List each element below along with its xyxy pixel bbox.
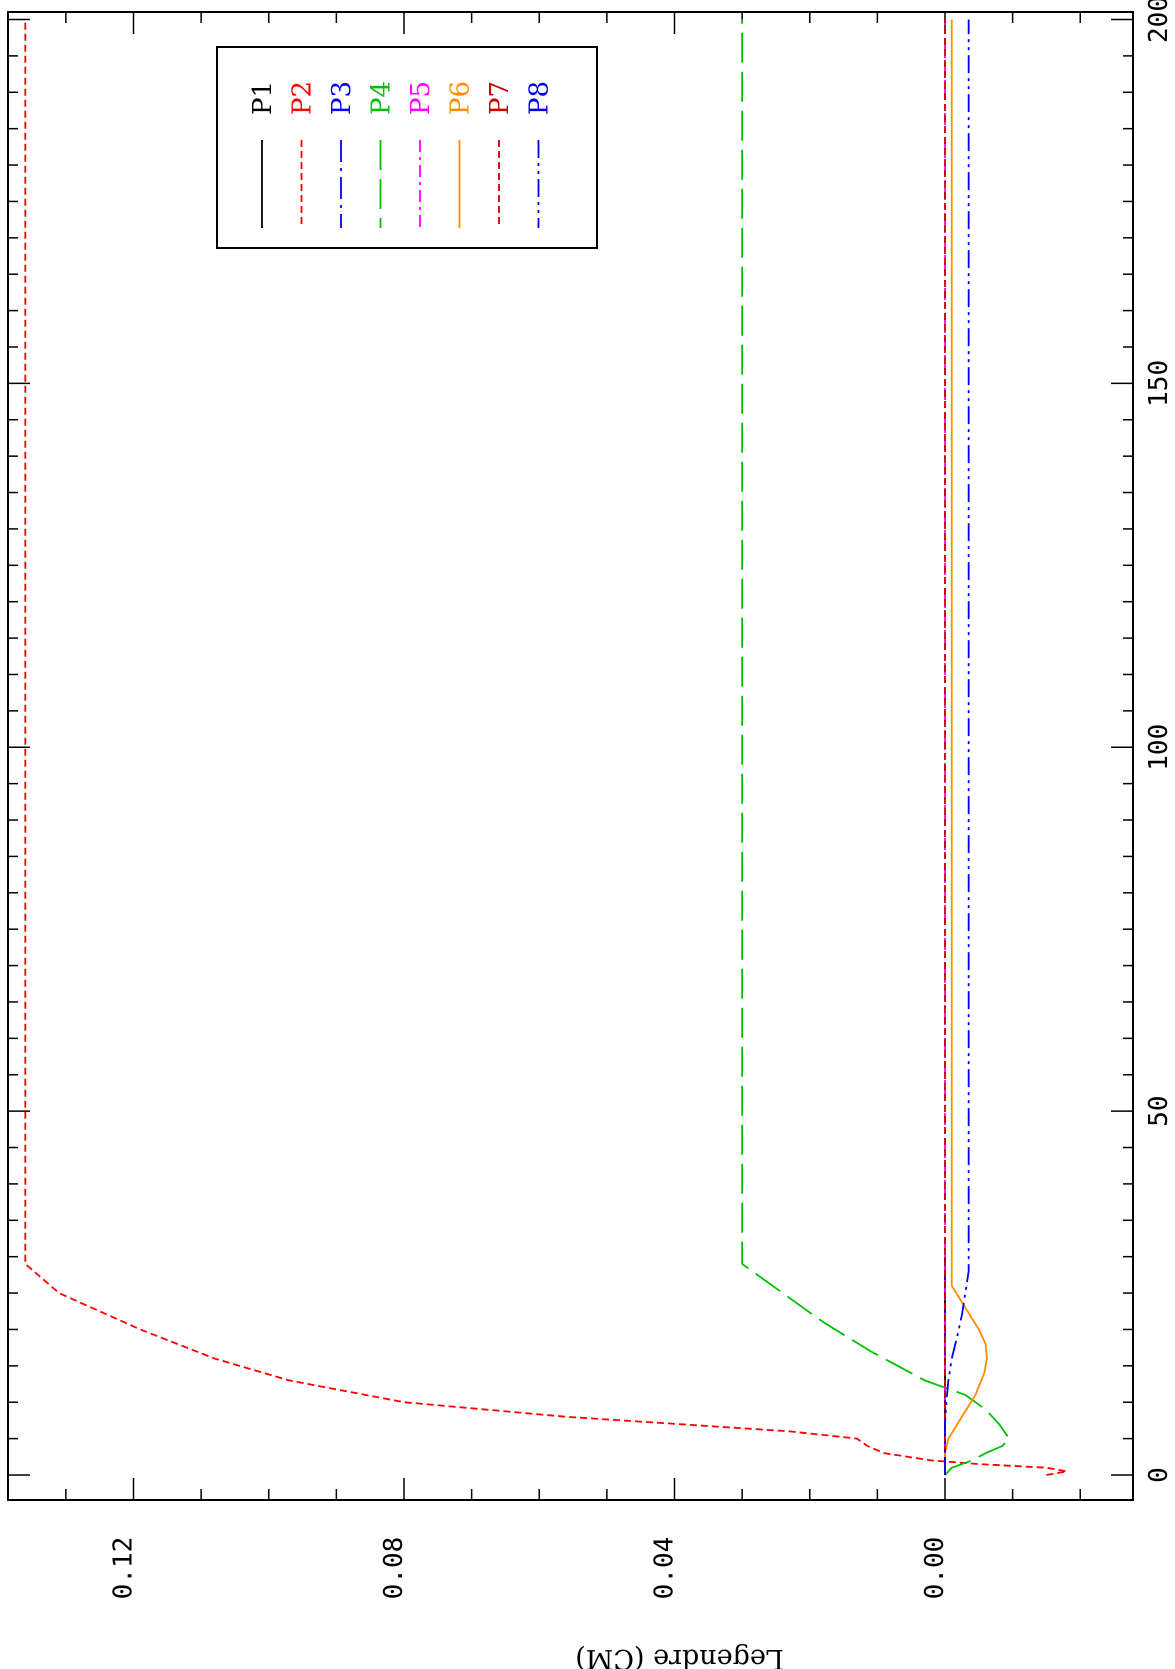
- series-line-p6: [944, 19, 988, 1475]
- legend-label-p3: P3: [327, 81, 357, 115]
- x-tick-label: 0: [1144, 1467, 1174, 1483]
- y-tick-label: 0.00: [920, 1537, 950, 1600]
- legend-box: [216, 46, 598, 249]
- y-tick-label: 0.04: [650, 1537, 680, 1600]
- x-tick-label: 100: [1144, 724, 1174, 771]
- series-lines: [24, 19, 1067, 1476]
- legend-label-p7: P7: [485, 81, 515, 115]
- x-tick-label: 50: [1144, 1095, 1174, 1126]
- x-tick-label: 150: [1144, 360, 1174, 407]
- x-tick-label: 200: [1144, 0, 1174, 43]
- legend: P1 P2 P3 P4 P5 P6 P7 P8: [216, 46, 598, 249]
- series-line-p8: [944, 19, 970, 1475]
- legend-label-p1: P1: [248, 81, 278, 115]
- plot-area: 0 50 100 150 200 0.00 0.04 0.08 0.12 Legendre (CM…: [7, 0, 1174, 1669]
- legend-label-p8: P8: [525, 81, 555, 115]
- legend-label-p6: P6: [446, 81, 476, 115]
- y-tick-label: 0.08: [379, 1537, 409, 1600]
- legend-label-p2: P2: [288, 81, 318, 115]
- y-tick-label: 0.12: [109, 1537, 139, 1600]
- plot-frame: [7, 11, 1134, 1501]
- series-line-p4: [741, 19, 1011, 1476]
- legend-label-p4: P4: [367, 81, 397, 115]
- y-axis-title: Legendre (CM): [575, 1643, 784, 1669]
- legend-label-p5: P5: [406, 81, 436, 115]
- series-line-p2: [24, 19, 1067, 1476]
